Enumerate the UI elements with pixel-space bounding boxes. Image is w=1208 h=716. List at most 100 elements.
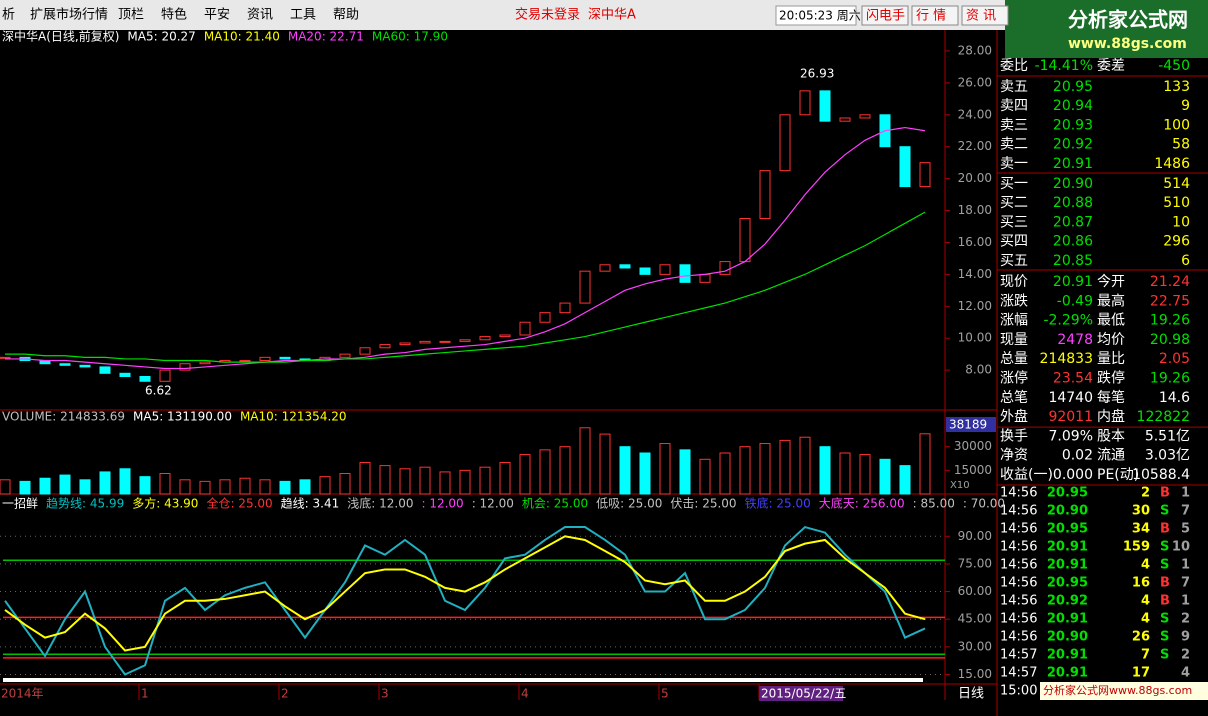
trade-cell: 20.90 [1047, 504, 1088, 519]
quote-price: 20.85 [1053, 253, 1093, 269]
trade-cell: 14:57 [1000, 648, 1037, 663]
candle [59, 363, 71, 366]
volume-bar [159, 473, 171, 495]
logo-title: 分析家公式网 [1068, 8, 1188, 32]
quote-price: 20.95 [1053, 79, 1093, 95]
trade-cell: 26 [1132, 630, 1150, 645]
menu-item[interactable]: 析 [2, 8, 15, 23]
logo-url: www.88gs.com [1068, 36, 1187, 52]
trade-cell: 20.91 [1047, 558, 1088, 573]
footer-logo: 分析家公式网www.88gs.com [1043, 683, 1192, 697]
stat-label: 现价 [1000, 274, 1028, 290]
candle [539, 312, 551, 323]
toolbar-button-label[interactable]: 资 讯 [966, 9, 996, 24]
menu-item[interactable]: 顶栏 [118, 8, 144, 23]
toolbar-button-label[interactable]: 行 情 [916, 9, 946, 24]
volume-bar [379, 465, 391, 495]
stat-value: 19.26 [1150, 313, 1190, 329]
trade-cell: S [1160, 540, 1169, 555]
candle [639, 267, 651, 275]
x-tick-label: 4 [521, 687, 529, 701]
menu-item[interactable]: 帮助 [333, 8, 359, 23]
stat-label: 最高 [1097, 292, 1125, 309]
stat-value: 2478 [1057, 332, 1093, 348]
high-annotation: 26.93 [800, 67, 834, 81]
toolbar-button[interactable] [861, 5, 909, 26]
clock: 20:05:23 周六 [779, 9, 861, 23]
candle [679, 264, 691, 283]
candle [599, 264, 611, 272]
quote-volume: 6 [1181, 253, 1190, 269]
trade-cell: 1 [1181, 558, 1190, 573]
x-tick-label: 2014年 [1, 687, 44, 701]
candle [559, 302, 571, 314]
quote-price: 20.94 [1053, 98, 1093, 114]
trade-cell: 14:57 [1000, 666, 1037, 681]
legend-entry: MA60: 17.90 [372, 30, 448, 44]
stat-value: 21.24 [1150, 274, 1190, 290]
quote-price: 20.93 [1053, 117, 1093, 133]
x-tick-label: 5 [661, 687, 669, 701]
last-value-bg [946, 417, 996, 432]
trade-cell: 4 [1141, 612, 1150, 627]
volume-bar [19, 480, 31, 495]
menu-item[interactable]: 工具 [290, 8, 316, 23]
trade-cell: 14:56 [1000, 522, 1037, 537]
stat-value: 122822 [1137, 409, 1190, 425]
ma-line [5, 126, 926, 370]
low-annotation: 6.62 [145, 384, 172, 398]
trade-cell: 10 [1172, 540, 1190, 555]
volume-bar [619, 446, 631, 495]
trade-cell: 4 [1141, 558, 1150, 573]
legend-entry: 浅底: 12.00 [347, 496, 413, 511]
trade-cell: S [1160, 630, 1169, 645]
stat-value: 0.000 [1053, 467, 1093, 483]
quote-value: -450 [1158, 58, 1190, 74]
indicator-line [4, 535, 926, 652]
stat-value: 7.09% [1049, 428, 1093, 444]
quote-price: 20.88 [1053, 195, 1093, 211]
volume-bar [279, 480, 291, 495]
volume-bar [419, 466, 431, 495]
volume-bar [819, 446, 831, 495]
quote-label: 卖二 [1000, 137, 1028, 153]
stat-label: 内盘 [1097, 408, 1125, 425]
volume-bar [399, 468, 411, 495]
y-tick-label: 30.00 [958, 639, 992, 653]
trade-cell: 159 [1123, 540, 1150, 555]
toolbar-button-label[interactable]: 闪电手 [866, 9, 905, 24]
stat-label: PE(动) [1097, 467, 1139, 483]
trade-cell: 20.90 [1047, 630, 1088, 645]
menu-item[interactable]: 扩展市场行情 [30, 7, 108, 23]
stat-value: 3.03亿 [1145, 448, 1190, 464]
x-tick-label: 1 [141, 687, 149, 701]
trade-cell: S [1160, 648, 1169, 663]
legend-entry: : 85.00 [913, 497, 955, 511]
candle [259, 356, 271, 362]
y-tick-label: 22.00 [958, 139, 992, 153]
quote-label: 买一 [1000, 176, 1028, 192]
stat-label: 涨停 [1000, 370, 1028, 387]
stat-label: 今开 [1097, 274, 1125, 290]
toolbar-button[interactable] [911, 5, 959, 26]
trade-cell: 34 [1132, 522, 1150, 537]
candle [859, 114, 871, 119]
trade-cell: 20.95 [1047, 522, 1088, 537]
trade-cell: S [1160, 504, 1169, 519]
menu-item[interactable]: 特色 [161, 7, 187, 23]
quote-volume: 58 [1172, 137, 1190, 153]
legend-entry: 趋线: 3.41 [281, 497, 340, 511]
candle [139, 375, 151, 382]
quote-price: 20.92 [1053, 137, 1093, 153]
trade-cell: B [1160, 522, 1170, 537]
menu-item[interactable]: 平安 [204, 8, 230, 23]
menu-item[interactable]: 资讯 [247, 8, 273, 23]
candle [79, 364, 91, 368]
stat-label: 总量 [1000, 351, 1028, 367]
toolbar-button[interactable] [961, 5, 1009, 26]
logo-bg [1005, 0, 1208, 58]
trade-cell: 14:56 [1000, 630, 1037, 645]
candle [459, 339, 471, 342]
trade-cell: 20.92 [1047, 594, 1088, 609]
